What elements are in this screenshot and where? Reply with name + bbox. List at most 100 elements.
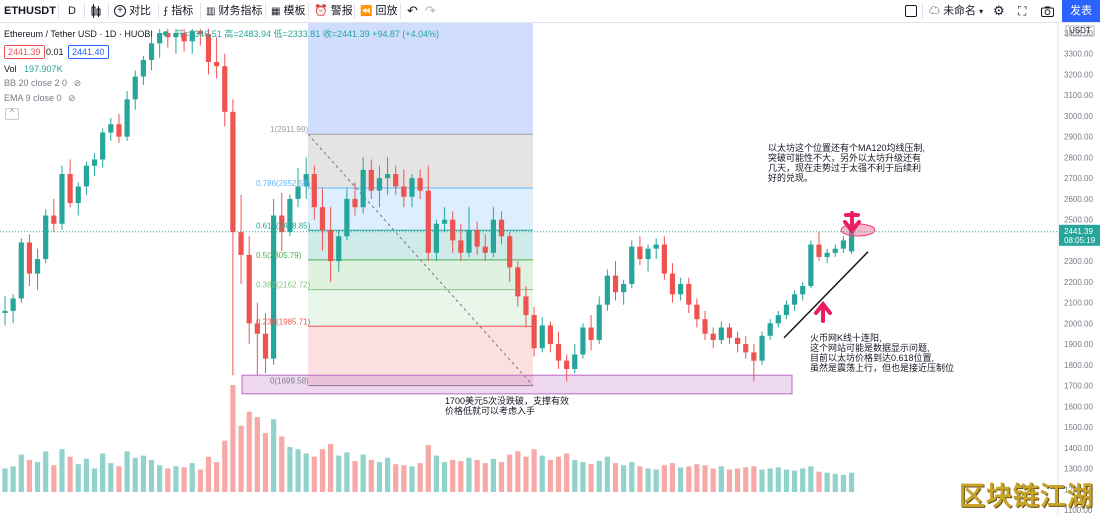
candle-body bbox=[767, 323, 773, 336]
candle-body bbox=[205, 34, 212, 63]
price-tick-label: 2100.00 bbox=[1064, 299, 1093, 308]
volume-legend[interactable]: Vol 197.907K bbox=[4, 64, 63, 74]
symbol-search[interactable]: ETHUSDT bbox=[4, 5, 56, 17]
volume-bar bbox=[482, 463, 488, 492]
volume-bar bbox=[51, 465, 57, 492]
replay-label: 回放 bbox=[375, 5, 398, 17]
last-price-label: 2441.39 bbox=[1064, 227, 1093, 236]
volume-bar bbox=[271, 419, 277, 492]
volume-bar bbox=[132, 457, 138, 492]
spread-value: 0.01 bbox=[46, 47, 64, 57]
publish-button[interactable]: 发表 bbox=[1062, 0, 1100, 22]
volume-bar bbox=[205, 456, 212, 492]
eye-off-icon[interactable]: ⊘ bbox=[68, 93, 76, 103]
toolbar-divider bbox=[308, 3, 309, 19]
candle-body bbox=[344, 198, 350, 237]
price-tick-label: 2800.00 bbox=[1064, 153, 1093, 162]
ma120-annotation-line: 以太坊这个位置还有个MA120均线压制, bbox=[768, 143, 926, 153]
layout-icon[interactable] bbox=[905, 0, 917, 22]
camera-icon[interactable] bbox=[1041, 0, 1054, 22]
candle-body bbox=[368, 169, 374, 191]
volume-bar bbox=[694, 464, 700, 492]
financials-button[interactable]: ▥ 财务指标 bbox=[206, 0, 263, 22]
buy-price-button[interactable]: 2441.40 bbox=[68, 45, 109, 59]
replay-button[interactable]: ⏪ 回放 bbox=[360, 0, 398, 22]
volume-bar bbox=[466, 457, 472, 492]
volume-bar bbox=[800, 468, 806, 492]
volume-bar bbox=[669, 463, 676, 492]
candle-body bbox=[686, 283, 692, 305]
price-chart[interactable]: 1(2911.99) 0.786(2652.58) 0.618(2448.85) 0.… bbox=[0, 23, 1100, 515]
candle-body bbox=[751, 352, 757, 361]
indicators-button[interactable]: ⨍ 指标 bbox=[163, 0, 193, 22]
layout-name-button[interactable]: ☁ 未命名 ▾ bbox=[929, 0, 983, 22]
candle-body bbox=[743, 344, 749, 353]
volume-bar bbox=[661, 465, 667, 492]
candle-body bbox=[840, 240, 847, 249]
compare-plus-icon: + bbox=[114, 5, 126, 18]
candle-body bbox=[67, 174, 73, 204]
support-zone-box bbox=[241, 374, 793, 395]
toolbar-divider bbox=[354, 3, 355, 19]
candle-body bbox=[661, 244, 667, 274]
fib-zone bbox=[308, 326, 533, 386]
candle-body bbox=[588, 327, 594, 340]
countdown-label: 08:05:19 bbox=[1064, 236, 1096, 245]
volume-bar bbox=[376, 462, 383, 492]
candle-body bbox=[384, 174, 391, 179]
candle-body bbox=[197, 30, 203, 35]
volume-bar bbox=[515, 451, 521, 492]
candle-body bbox=[694, 304, 700, 320]
volume-bar bbox=[246, 411, 252, 492]
candle-body bbox=[336, 236, 342, 262]
volume-bar bbox=[59, 449, 65, 492]
candle-body bbox=[539, 325, 545, 349]
last-price-tag bbox=[1059, 224, 1100, 246]
alert-button[interactable]: ⏰ 警报 bbox=[314, 0, 353, 22]
toolbar-divider bbox=[58, 3, 59, 19]
candle-body bbox=[523, 296, 529, 316]
price-tick-label: 1400.00 bbox=[1064, 444, 1093, 453]
volume-bar bbox=[311, 456, 317, 492]
templates-button[interactable]: ▦ 模板 bbox=[271, 0, 306, 22]
candle-body bbox=[360, 169, 366, 208]
compare-button[interactable]: + 对比 bbox=[114, 0, 151, 22]
fullscreen-icon[interactable]: ⛶ bbox=[1018, 4, 1027, 18]
undo-icon[interactable]: ↶ bbox=[407, 3, 418, 18]
interval-button[interactable]: D bbox=[68, 5, 76, 17]
volume-bar bbox=[238, 425, 244, 492]
volume-bar bbox=[450, 459, 456, 492]
candlesticks bbox=[2, 28, 855, 382]
fib-level-label: 0.618(2448.85) bbox=[256, 221, 311, 230]
eye-off-icon[interactable]: ⊘ bbox=[73, 78, 82, 88]
settings-icon[interactable]: ⚙ bbox=[993, 3, 1005, 18]
toolbar-divider bbox=[158, 3, 159, 19]
bb-legend[interactable]: BB 20 close 2 0 ⊘ bbox=[4, 78, 81, 89]
candle-body bbox=[140, 59, 146, 77]
layout-name: 未命名 bbox=[943, 5, 977, 17]
ma120-annotation: 以太坊这个位置还有个MA120均线压制, 突破可能性不大，另外以太坊升级还有 几… bbox=[768, 143, 925, 183]
candle-body bbox=[271, 215, 277, 359]
volume-bar bbox=[547, 459, 553, 492]
sell-price-button[interactable]: 2441.39 bbox=[4, 45, 45, 59]
price-tick-label: 1600.00 bbox=[1064, 402, 1093, 411]
candle-body bbox=[311, 174, 317, 208]
ma120-annotation-line: 几天，现在走势过于太强不利于后续利 bbox=[768, 163, 922, 173]
redo-icon[interactable]: ↷ bbox=[425, 3, 436, 18]
candle-body bbox=[34, 259, 41, 274]
symbol-title[interactable]: Ethereum / Tether USD · 1D · HUOBI bbox=[4, 29, 153, 39]
volume-bar bbox=[368, 459, 374, 492]
candle-body bbox=[51, 215, 57, 224]
candle-body bbox=[132, 76, 138, 100]
volume-bar bbox=[303, 453, 309, 492]
huobi-annotation-line: 虽然是震荡上行，但也是接近压制位 bbox=[810, 363, 955, 373]
volume-bar bbox=[189, 463, 195, 492]
volume-bar bbox=[580, 462, 586, 492]
candle-body bbox=[108, 124, 114, 133]
bar-style-icon[interactable] bbox=[90, 0, 102, 22]
collapse-legend-button[interactable]: ^ bbox=[5, 108, 19, 120]
currency-box bbox=[1065, 25, 1095, 37]
volume-bar bbox=[604, 456, 610, 492]
volume-bar bbox=[157, 465, 163, 492]
ema-legend[interactable]: EMA 9 close 0 ⊘ bbox=[4, 93, 76, 104]
